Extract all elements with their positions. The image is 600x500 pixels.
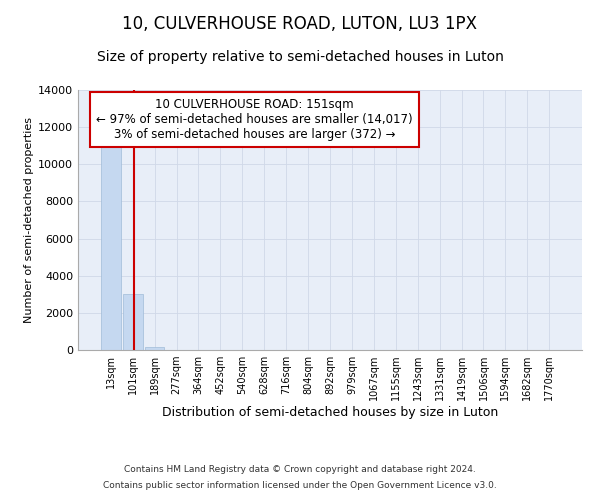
Y-axis label: Number of semi-detached properties: Number of semi-detached properties — [24, 117, 34, 323]
Bar — [123, 294, 143, 350]
X-axis label: Distribution of semi-detached houses by size in Luton: Distribution of semi-detached houses by … — [162, 406, 498, 419]
Bar — [145, 347, 164, 350]
Text: Contains public sector information licensed under the Open Government Licence v3: Contains public sector information licen… — [103, 480, 497, 490]
Text: 10 CULVERHOUSE ROAD: 151sqm
← 97% of semi-detached houses are smaller (14,017)
3: 10 CULVERHOUSE ROAD: 151sqm ← 97% of sem… — [96, 98, 413, 141]
Text: 10, CULVERHOUSE ROAD, LUTON, LU3 1PX: 10, CULVERHOUSE ROAD, LUTON, LU3 1PX — [122, 15, 478, 33]
Text: Contains HM Land Registry data © Crown copyright and database right 2024.: Contains HM Land Registry data © Crown c… — [124, 466, 476, 474]
Text: Size of property relative to semi-detached houses in Luton: Size of property relative to semi-detach… — [97, 50, 503, 64]
Bar — [101, 138, 121, 350]
